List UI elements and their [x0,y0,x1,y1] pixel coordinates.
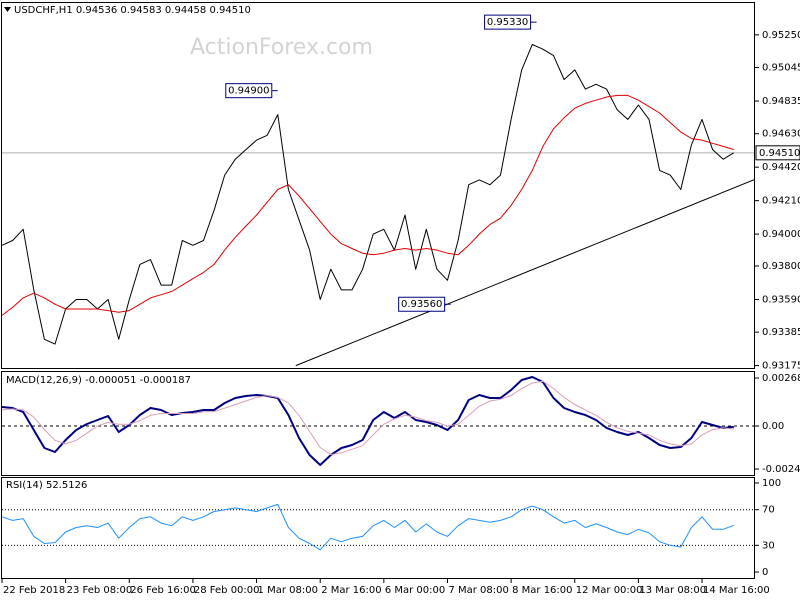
y-tick-label: 0 [762,567,768,578]
macd-title: MACD(12,26,9) -0.000051 -0.000187 [6,375,191,386]
x-tick-label: 14 Mar 16:00 [703,585,770,596]
y-tick-label: 0.94000 [762,229,800,240]
price-frame [1,2,755,369]
last-price-box [755,145,800,161]
y-tick-label: 70 [762,505,775,516]
series-line [1,376,734,466]
watermark: ActionForex.com [190,35,373,60]
x-tick-label: 12 Mar 00:00 [576,585,643,596]
x-tick-label: 1 Mar 08:00 [258,585,318,596]
y-tick-label: 0.94420 [762,162,800,173]
y-tick-label: 0.93175 [762,361,800,372]
y-tick-label: 0.95250 [762,30,800,41]
macd-frame [1,371,755,476]
y-tick-label: 30 [762,540,775,551]
x-tick-label: 13 Mar 08:00 [639,585,706,596]
series-line [1,43,735,345]
last-price-label: 0.94510 [759,148,800,159]
y-tick-label: -0.002406 [762,464,800,475]
y-tick-label: 0.93800 [762,261,800,272]
y-tick-label: 0.93590 [762,294,800,305]
x-tick-label: 6 Mar 00:00 [385,585,445,596]
y-tick-label: 100 [762,478,781,489]
x-tick-label: 26 Feb 16:00 [130,585,196,596]
x-tick-label: 23 Feb 08:00 [67,585,133,596]
x-tick-label: 8 Mar 16:00 [512,585,572,596]
y-tick-label: 0.93385 [762,327,800,338]
x-tick-label: 2 Mar 16:00 [321,585,381,596]
series-line [1,94,734,316]
x-tick-label: 7 Mar 08:00 [448,585,508,596]
y-tick-label: 0.94210 [762,196,800,207]
annotation-label: 0.95330 [487,17,528,28]
annotation-label: 0.94900 [228,86,269,97]
annotation-label: 0.93560 [401,299,442,310]
x-tick-label: 22 Feb 2018 [3,585,65,596]
x-tick-label: 28 Feb 00:00 [194,585,260,596]
series-line [1,503,734,551]
symbol-icon [4,7,11,12]
y-tick-label: 0.95045 [762,63,800,74]
rsi-title: RSI(14) 52.5126 [6,480,87,491]
series-line [1,380,734,456]
rsi-frame [1,477,755,579]
price-title: USDCHF,H1 0.94536 0.94583 0.94458 0.9451… [14,5,251,16]
trendline [295,179,754,367]
y-tick-label: 0.94630 [762,129,800,140]
y-tick-label: 0.94835 [762,96,800,107]
y-tick-label: 0.002682 [762,373,800,384]
y-tick-label: 0.00 [762,421,784,432]
